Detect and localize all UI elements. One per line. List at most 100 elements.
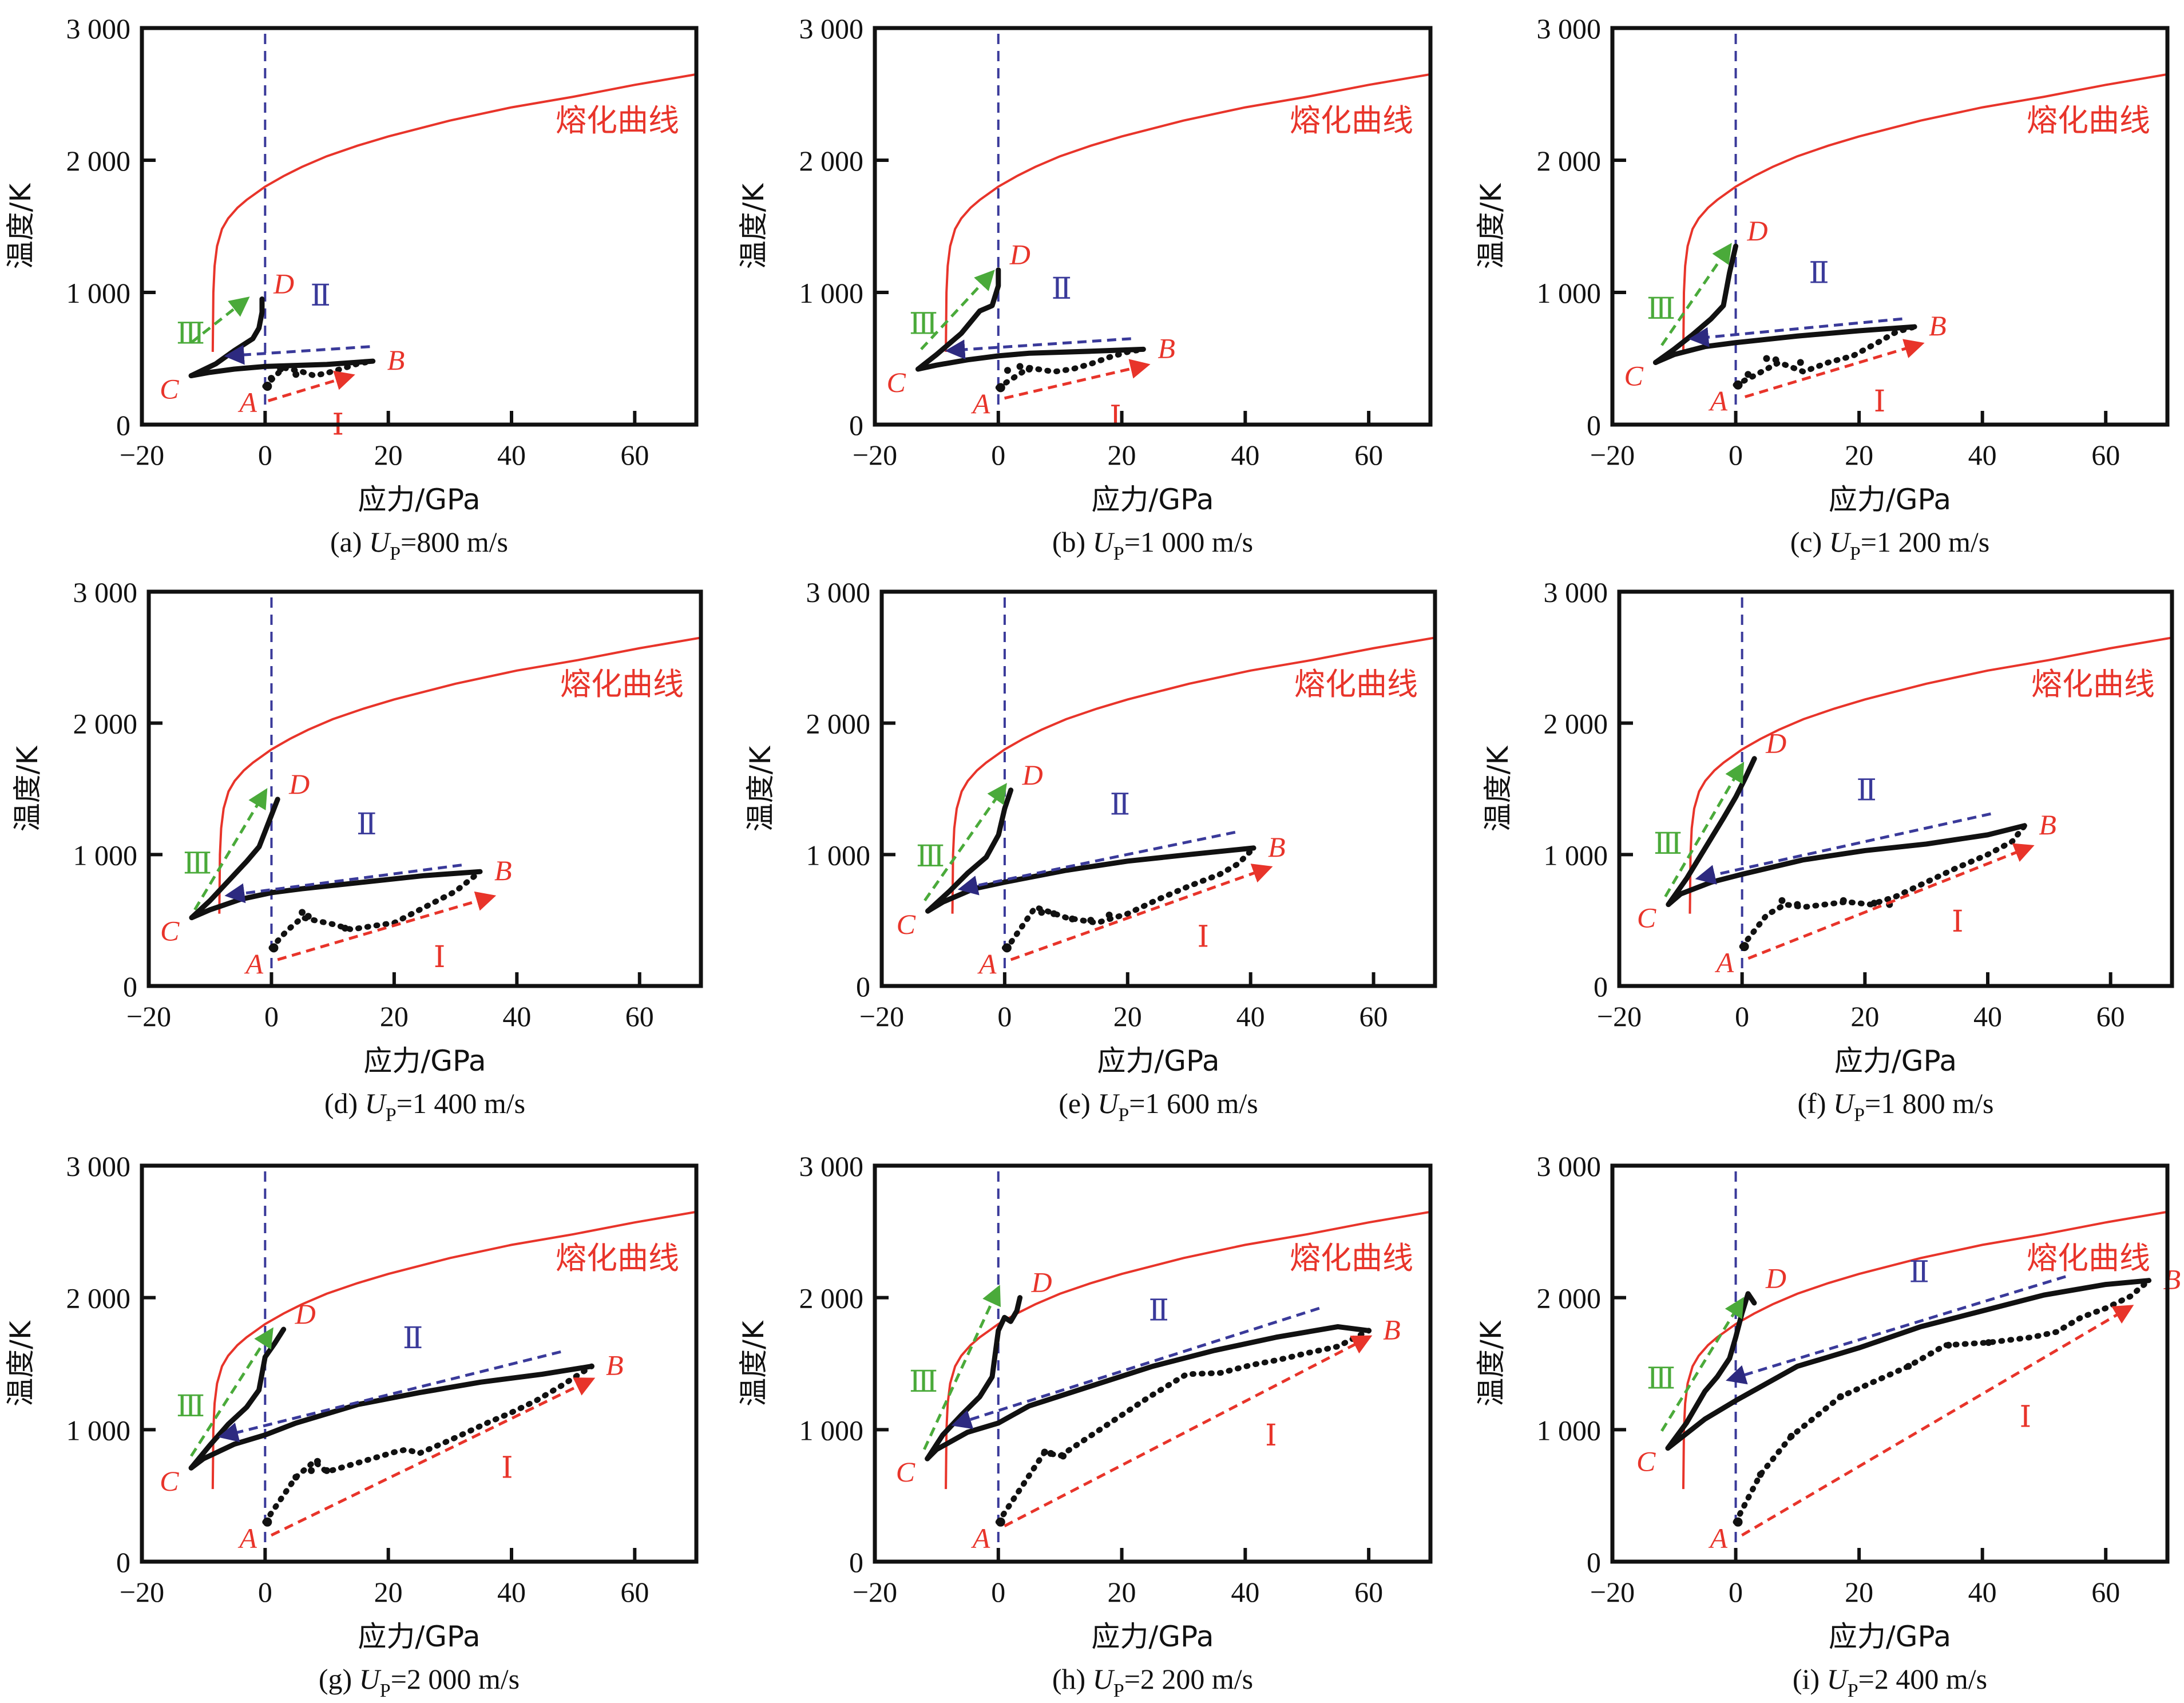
caption-prefix: (f)	[1798, 1087, 1833, 1119]
y-tick-label: 1 000	[806, 839, 871, 871]
caption-variable: U	[369, 526, 391, 558]
path-label-III: Ⅲ	[1654, 828, 1682, 861]
arrow-II	[957, 830, 1236, 896]
panel-caption: (f) UP=1 800 m/s	[1798, 1087, 1994, 1126]
point-label-C: C	[160, 373, 179, 405]
y-tick-label: 0	[856, 971, 870, 1003]
path-label-III: Ⅲ	[176, 318, 205, 351]
loading-path	[995, 1328, 1372, 1525]
panel-caption: (e) UP=1 600 m/s	[1059, 1087, 1258, 1126]
point-label-D: D	[1031, 1266, 1052, 1298]
caption-value: =1 000 m/s	[1124, 526, 1253, 558]
point-label-A: A	[977, 948, 997, 980]
panel-caption: (d) UP=1 400 m/s	[324, 1087, 525, 1126]
x-tick-label: 40	[497, 439, 526, 471]
point-label-A: A	[971, 387, 990, 419]
path-label-II: Ⅱ	[1052, 273, 1072, 306]
panel-caption: (i) UP=2 400 m/s	[1793, 1663, 1987, 1701]
x-tick-label: −20	[1590, 1576, 1635, 1608]
caption-subscript: P	[1113, 1680, 1124, 1701]
x-tick-label: 40	[502, 1000, 531, 1032]
y-tick-label: 0	[849, 1546, 863, 1578]
x-tick-label: 0	[1729, 439, 1743, 471]
scatter-point	[268, 375, 275, 382]
arrow-I	[1745, 339, 1925, 398]
unloading-path	[1652, 324, 1917, 365]
path-label-I: Ⅰ	[1109, 401, 1121, 433]
y-tick-label: 2 000	[806, 708, 871, 740]
point-label-B: B	[2039, 809, 2056, 841]
point-label-A: A	[237, 386, 257, 418]
panel-caption: (g) UP=2 000 m/s	[319, 1663, 520, 1701]
arrow-III	[1660, 1297, 1744, 1432]
path-label-III: Ⅲ	[1647, 293, 1675, 326]
scatter-point	[1772, 356, 1779, 363]
scatter-point	[1745, 371, 1752, 378]
x-tick-label: 20	[374, 439, 403, 471]
caption-prefix: (i)	[1793, 1663, 1827, 1695]
path-label-I: Ⅰ	[2020, 1401, 2032, 1434]
axes-frame	[1610, 1163, 2170, 1564]
arrow-III	[190, 1327, 274, 1457]
x-tick-label: 0	[258, 1576, 272, 1608]
reload-path	[915, 267, 1001, 372]
panel-caption: (a) UP=800 m/s	[330, 526, 508, 564]
y-tick-label: 1 000	[799, 277, 864, 309]
scatter-point	[1763, 355, 1770, 362]
x-tick-label: 60	[1359, 1000, 1388, 1032]
y-tick-label: 1 000	[1544, 839, 1608, 871]
axes-frame	[873, 1163, 1433, 1564]
caption-value: =1 200 m/s	[1861, 526, 1989, 558]
melt-curve	[951, 636, 1435, 914]
scatter-point	[1047, 1449, 1055, 1457]
point-label-B: B	[1383, 1313, 1401, 1345]
y-tick-label: 1 000	[66, 1414, 131, 1446]
point-label-A: A	[244, 948, 263, 980]
x-tick-label: 20	[1845, 1576, 1873, 1608]
plot-area	[915, 34, 1430, 425]
path-label-II: Ⅱ	[311, 280, 331, 312]
path-label-I: Ⅰ	[1198, 921, 1210, 954]
x-tick-label: 40	[1231, 1576, 1259, 1608]
y-tick-label: 3 000	[799, 1150, 864, 1182]
caption-subscript: P	[1850, 543, 1861, 564]
melt-curve	[1682, 73, 2167, 352]
scatter-point	[1905, 1363, 1912, 1370]
path-label-II: Ⅱ	[1909, 1257, 1929, 1289]
arrow-I	[1010, 864, 1273, 961]
y-tick-label: 2 000	[73, 708, 138, 740]
panel-caption: (h) UP=2 200 m/s	[1052, 1663, 1253, 1701]
axes-frame	[879, 589, 1437, 988]
scatter-point	[1041, 1448, 1048, 1456]
arrow-III	[190, 296, 250, 344]
x-axis-title: 应力/GPa	[1829, 1620, 1951, 1653]
point-label-D: D	[1765, 727, 1786, 759]
scatter-point	[1840, 897, 1847, 904]
loading-path	[1001, 845, 1257, 951]
x-tick-label: 60	[620, 1576, 649, 1608]
melt-curve	[211, 1210, 696, 1490]
point-label-D: D	[1765, 1262, 1786, 1294]
loading-path	[1733, 324, 1918, 388]
scatter-point	[1060, 1452, 1067, 1460]
y-axis-title: 温度/K	[4, 1320, 37, 1407]
point-label-D: D	[273, 268, 294, 300]
y-tick-label: 1 000	[1537, 277, 1602, 309]
y-axis-title: 温度/K	[4, 183, 37, 269]
scatter-point	[1797, 359, 1804, 366]
scatter-point	[1985, 1339, 1992, 1346]
y-axis-title: 温度/K	[1475, 183, 1508, 269]
arrow-III	[193, 788, 268, 911]
path-label-III: Ⅲ	[916, 841, 945, 873]
caption-value: =1 800 m/s	[1865, 1087, 1993, 1119]
caption-value: =2 200 m/s	[1124, 1663, 1253, 1695]
x-tick-label: 0	[997, 1000, 1012, 1032]
caption-variable: U	[359, 1663, 382, 1695]
scatter-point	[1837, 1393, 1844, 1400]
